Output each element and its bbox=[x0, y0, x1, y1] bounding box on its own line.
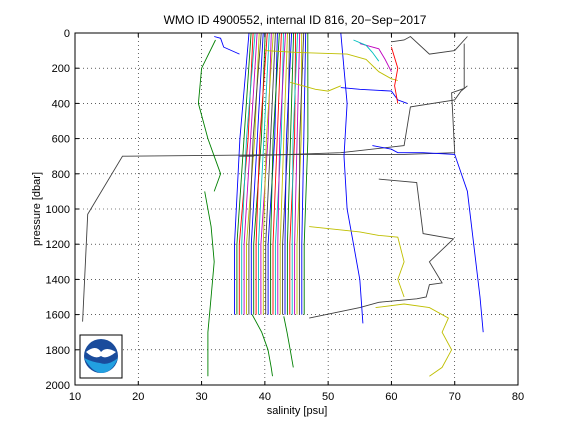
outlier-profile-line bbox=[340, 33, 364, 324]
y-axis-title: pressure [dbar] bbox=[31, 172, 43, 246]
grid-lines bbox=[75, 33, 518, 385]
profile-line bbox=[286, 33, 295, 315]
profile-line bbox=[243, 33, 258, 315]
axis-ticks: 10 20 30 40 50 60 70 80020040060080010001200140… bbox=[46, 28, 525, 403]
profile-line bbox=[284, 33, 293, 315]
y-tick-label: 1400 bbox=[46, 274, 70, 286]
profile-line bbox=[291, 33, 299, 315]
profile-line bbox=[255, 33, 268, 315]
y-tick-label: 2000 bbox=[46, 380, 70, 392]
profile-line bbox=[262, 33, 274, 315]
y-tick-label: 600 bbox=[52, 134, 70, 146]
outlier-profile-line bbox=[340, 87, 408, 104]
outlier-profile-line bbox=[204, 191, 215, 377]
outlier-profile-line bbox=[309, 226, 405, 298]
outlier-profile-line bbox=[390, 46, 399, 104]
y-tick-label: 200 bbox=[52, 63, 70, 75]
outlier-profile-line bbox=[353, 39, 380, 62]
outlier-profile-line bbox=[359, 43, 392, 72]
profile-line bbox=[277, 33, 286, 315]
y-tick-label: 800 bbox=[52, 169, 70, 181]
chart-title: WMO ID 4900552, internal ID 816, 20−Sep−… bbox=[164, 13, 427, 27]
profile-line bbox=[236, 33, 252, 315]
profile-line bbox=[303, 33, 309, 315]
profile-line bbox=[241, 33, 256, 315]
outlier-profile-line bbox=[264, 50, 398, 81]
outlier-profile-line bbox=[197, 39, 222, 192]
y-tick-label: 1200 bbox=[46, 239, 70, 251]
data-series bbox=[82, 33, 484, 377]
profile-line bbox=[258, 33, 270, 315]
y-tick-label: 0 bbox=[64, 28, 70, 40]
outlier-profile-line bbox=[375, 303, 453, 377]
outlier-profile-line bbox=[372, 145, 484, 333]
outlier-profile-line bbox=[283, 316, 294, 368]
outlier-profile-line bbox=[251, 314, 273, 377]
profile-line bbox=[250, 33, 264, 315]
profile-line bbox=[272, 33, 282, 315]
x-tick-label: 80 bbox=[512, 391, 524, 403]
outlier-profile-line bbox=[239, 85, 468, 157]
y-tick-label: 400 bbox=[52, 98, 70, 110]
profile-line bbox=[279, 33, 288, 315]
y-tick-label: 1000 bbox=[46, 204, 70, 216]
plot-area bbox=[75, 33, 518, 385]
x-axis-title: salinity [psu] bbox=[267, 405, 328, 417]
outlier-profile-line bbox=[391, 35, 468, 55]
x-tick-label: 70 bbox=[449, 391, 461, 403]
outlier-profile-line bbox=[309, 178, 455, 319]
noaa-logo bbox=[79, 334, 123, 379]
profile-line bbox=[248, 33, 262, 315]
profile-line bbox=[234, 33, 250, 315]
x-tick-label: 20 bbox=[132, 391, 144, 403]
outlier-profile-line bbox=[214, 36, 240, 55]
y-tick-label: 1600 bbox=[46, 310, 70, 322]
x-tick-label: 30 bbox=[195, 391, 207, 403]
y-tick-label: 1800 bbox=[46, 345, 70, 357]
profile-line bbox=[270, 33, 280, 315]
x-tick-label: 10 bbox=[69, 391, 81, 403]
x-tick-label: 50 bbox=[322, 391, 334, 403]
profile-line bbox=[294, 33, 301, 315]
x-tick-label: 60 bbox=[385, 391, 397, 403]
profile-line bbox=[301, 33, 307, 315]
profile-line bbox=[265, 33, 276, 315]
outlier-profile-line bbox=[290, 81, 341, 92]
outlier-profile-line bbox=[82, 43, 465, 322]
x-tick-label: 40 bbox=[259, 391, 271, 403]
